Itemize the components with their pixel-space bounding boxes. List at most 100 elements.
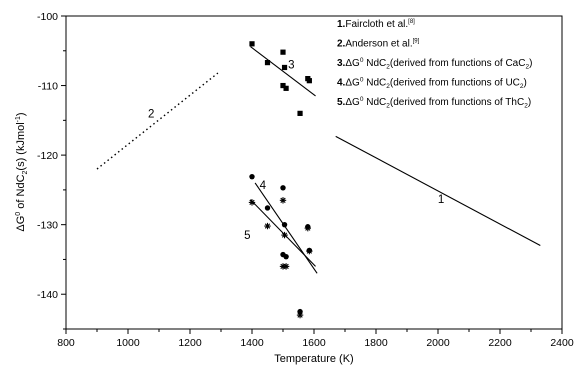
y-axis-title: ΔG0 of NdC2(s) (kJmol-1): [15, 112, 29, 231]
legend-ref: [8]: [408, 19, 415, 25]
marker-square: [264, 60, 271, 66]
marker-asterisk: [281, 231, 288, 239]
marker-asterisk-stroke: [281, 232, 288, 238]
y-axis-title-mid: of NdC: [15, 174, 27, 211]
marker-circle: [264, 205, 271, 211]
legend-sub: 2: [525, 64, 529, 71]
y-axis-title-sup2: -1: [15, 116, 22, 122]
line-3: [250, 46, 316, 97]
marker-square: [281, 64, 288, 71]
axis-tick-labels: 800 1000 1200 1400 1600 1800 2000 2200 2400-100-…: [37, 11, 574, 349]
legend-text: (derived from functions of ThC: [390, 97, 524, 108]
data-markers: [248, 41, 313, 319]
legend-ref: [9]: [413, 39, 420, 45]
legend-entry-5: 5.ΔG0 NdC2(derived from functions of ThC…: [337, 96, 531, 110]
legend-tail: ): [529, 58, 532, 69]
legend-sub: 2: [524, 103, 528, 110]
line-label-1: 1: [438, 194, 444, 206]
legend-sub: 2: [386, 103, 390, 110]
legend-delta-g: ΔG: [345, 58, 360, 69]
marker-circle: [249, 173, 255, 180]
y-axis-title-close: ): [15, 112, 27, 116]
legend-text: Faircloth et al.: [345, 19, 408, 30]
legend-tail: ): [528, 97, 531, 108]
legend-sup: 0: [360, 57, 364, 64]
x-tick-label: 2200: [488, 337, 512, 349]
y-tick-label: -100: [37, 11, 58, 23]
legend-number: 4.: [337, 78, 346, 89]
legend-entry-4: 4.ΔG0 NdC2(derived from functions of UC2…: [337, 77, 527, 91]
marker-square: [280, 49, 286, 55]
marker-asterisk-stroke: [306, 248, 313, 254]
axis-ticks: [61, 15, 563, 334]
marker-asterisk-stroke: [249, 199, 255, 206]
y-tick-label: -130: [37, 220, 58, 232]
line-1: [335, 135, 541, 247]
legend-compound: NdC: [363, 97, 386, 108]
marker-circle: [281, 221, 288, 228]
line-label-5: 5: [244, 230, 250, 242]
marker-asterisk: [279, 197, 287, 204]
legend-compound: NdC: [363, 58, 386, 69]
y-axis-title-tail: (s) (kJmol: [15, 122, 27, 170]
marker-asterisk: [306, 247, 313, 255]
legend-text: (derived from functions of CaC: [390, 58, 526, 69]
legend-text: (derived from functions of UC: [390, 78, 520, 89]
x-tick-label: 2000: [426, 337, 450, 349]
legend-entry-1: 1.Faircloth et al.[8]: [337, 19, 415, 30]
marker-circle: [283, 253, 289, 260]
x-tick-label: 1600: [302, 337, 326, 349]
legend-sub: 2: [386, 83, 390, 90]
line-labels: 1 2 3 4 5: [148, 60, 444, 242]
legend-number: 5.: [337, 97, 346, 108]
legend-sub: 2: [386, 64, 390, 71]
marker-asterisk: [248, 199, 256, 206]
marker-square: [249, 41, 255, 47]
line-4: [254, 182, 318, 274]
marker-square: [283, 85, 289, 91]
legend-tail: ): [524, 78, 527, 89]
marker-asterisk-stroke: [305, 225, 311, 231]
x-tick-label: 1800: [364, 337, 388, 349]
y-tick-label: -120: [37, 150, 58, 162]
plot-area: [65, 15, 563, 330]
marker-asterisk: [282, 263, 290, 270]
marker-square: [306, 78, 312, 84]
legend-entry-2: 2.Anderson et al.[9]: [337, 39, 420, 50]
legend-number: 1.: [337, 19, 346, 30]
legend-delta-g: ΔG: [345, 97, 360, 108]
y-axis-title-main: ΔG: [15, 216, 27, 232]
marker-asterisk: [304, 224, 311, 232]
x-tick-label: 2400: [550, 337, 574, 349]
legend-number: 3.: [337, 58, 346, 69]
legend-sub: 2: [520, 83, 524, 90]
marker-asterisk: [296, 311, 304, 319]
marker-square: [280, 82, 286, 89]
legend-entry-3: 3.ΔG0 NdC2(derived from functions of CaC…: [337, 57, 532, 71]
fit-lines: [96, 46, 541, 274]
marker-asterisk-stroke: [283, 263, 289, 270]
marker-asterisk: [264, 222, 271, 230]
marker-asterisk-stroke: [297, 312, 303, 318]
legend: 1.Faircloth et al.[8] 2.Anderson et al.[9…: [337, 19, 532, 110]
x-tick-label: 1200: [178, 337, 202, 349]
line-label-3: 3: [288, 60, 294, 72]
legend-sup: 0: [360, 96, 364, 103]
marker-square: [297, 110, 303, 116]
line-2: [96, 72, 219, 170]
x-tick-label: 1400: [240, 337, 264, 349]
y-axis-title-sup: 0: [15, 212, 22, 216]
line-label-2: 2: [148, 108, 154, 120]
x-axis-title: Temperature (K): [274, 353, 353, 365]
x-tick-label: 800: [57, 337, 75, 349]
legend-text: Anderson et al.: [345, 39, 412, 50]
y-tick-label: -140: [37, 289, 58, 301]
marker-asterisk-stroke: [264, 223, 271, 229]
marker-asterisk-stroke: [280, 197, 286, 203]
y-axis-title-sub: 2: [22, 170, 29, 174]
y-tick-label: -110: [38, 81, 58, 93]
legend-number: 2.: [337, 39, 346, 50]
x-tick-label: 1000: [116, 337, 140, 349]
line-label-4: 4: [260, 180, 267, 192]
